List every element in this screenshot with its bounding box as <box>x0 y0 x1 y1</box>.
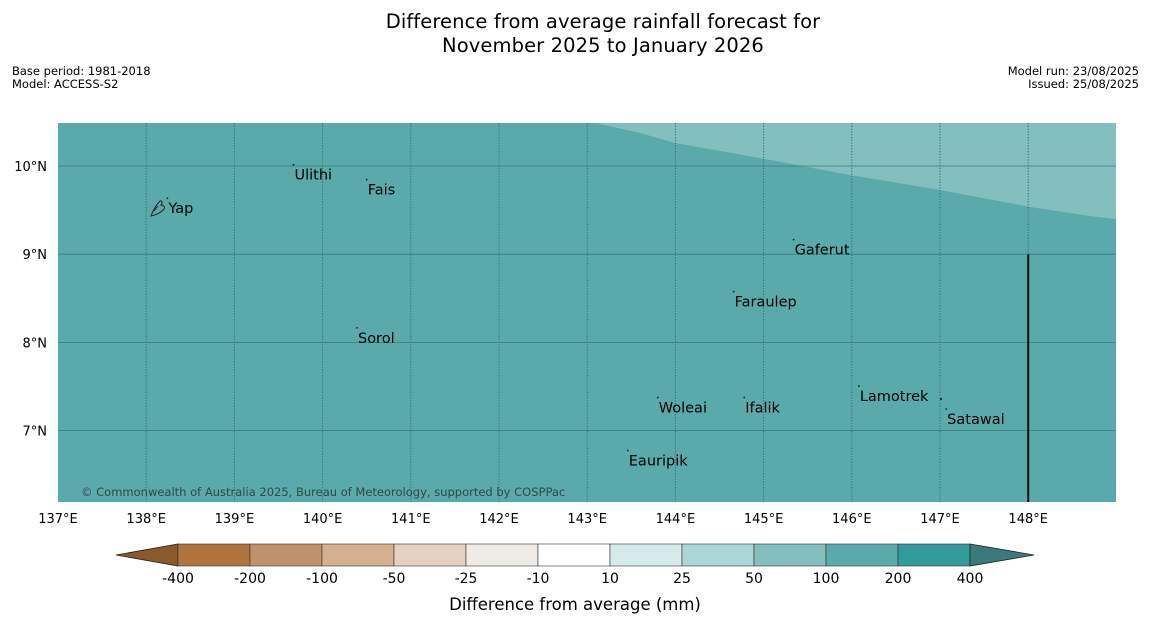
colorbar-segment <box>393 543 467 567</box>
colorbar-tick-label: 25 <box>673 571 691 587</box>
colorbar-segment <box>465 543 539 567</box>
place-lamotrek: Lamotrek <box>857 385 929 405</box>
place-marker <box>626 449 629 452</box>
place-marker <box>656 396 659 399</box>
title-line-1: Difference from average rainfall forecas… <box>385 10 821 33</box>
colorbar-tick-label: 50 <box>745 571 763 587</box>
colorbar-segment <box>753 543 827 567</box>
base-period: Base period: 1981-2018 <box>12 64 151 78</box>
place-marker <box>792 238 795 241</box>
lon-tick-label: 147°E <box>920 512 960 527</box>
colorbar-tick-label: -50 <box>383 571 406 587</box>
colorbar-segment <box>321 543 395 567</box>
colorbar-extend-low <box>115 543 179 567</box>
place-sorol: Sorol <box>356 326 395 347</box>
place-label: Lamotrek <box>860 389 929 405</box>
place-marker <box>857 385 860 387</box>
map-axes: 137°E 138°E 139°E 140°E 141°E 142°E 143°E 144°E… <box>14 160 1048 527</box>
place-label: Fais <box>368 183 395 199</box>
place-label: Yap <box>167 201 193 217</box>
place-label: Sorol <box>358 331 395 347</box>
lon-tick-label: 140°E <box>303 512 343 527</box>
place-marker <box>743 396 746 399</box>
colorbar-tick-label: 200 <box>885 571 912 587</box>
lon-tick-label: 148°E <box>1008 512 1048 527</box>
colorbar-tick-label: 100 <box>813 571 840 587</box>
chart-title: Difference from average rainfall forecas… <box>0 10 1150 58</box>
copyright-notice: © Commonwealth of Australia 2025, Bureau… <box>81 485 565 499</box>
place-gaferut: Gaferut <box>792 238 850 259</box>
lat-tick-label: 10°N <box>14 160 47 175</box>
lat-tick-label: 8°N <box>23 336 48 351</box>
lon-tick-label: 146°E <box>832 512 872 527</box>
lat-tick-label: 7°N <box>23 425 48 440</box>
lon-tick-label: 141°E <box>391 512 431 527</box>
place-label: Eauripik <box>629 453 688 469</box>
islet-marker <box>939 397 943 401</box>
colorbar-segment <box>825 543 899 567</box>
place-satawal: Satawal <box>945 408 1005 428</box>
place-ifalik: Ifalik <box>743 396 781 417</box>
place-ulithi: Ulithi <box>292 163 332 184</box>
place-marker <box>732 290 735 293</box>
lon-tick-label: 144°E <box>656 512 696 527</box>
colorbar-tick-label: -400 <box>162 571 194 587</box>
colorbar-segment <box>681 543 755 567</box>
colorbar-tick-label: -10 <box>527 571 550 587</box>
place-marker <box>365 178 368 181</box>
meta-left: Base period: 1981-2018 Model: ACCESS-S2 <box>12 65 151 91</box>
place-fais: Fais <box>365 178 395 199</box>
lon-tick-label: 137°E <box>38 512 78 527</box>
lon-tick-label: 139°E <box>215 512 255 527</box>
place-marker <box>945 408 948 410</box>
place-faraulep: Faraulep <box>732 290 797 311</box>
colorbar-segment <box>609 543 683 567</box>
colorbar-tick-label: -100 <box>306 571 338 587</box>
place-eauripik: Eauripik <box>626 449 688 469</box>
lon-tick-label: 145°E <box>744 512 784 527</box>
place-label: Faraulep <box>735 295 797 311</box>
place-woleai: Woleai <box>656 396 707 417</box>
colorbar-segment <box>177 543 251 567</box>
colorbar-label: Difference from average (mm) <box>449 595 701 614</box>
lon-tick-label: 143°E <box>567 512 607 527</box>
place-yap: Yap <box>166 197 193 217</box>
lat-tick-label: 9°N <box>23 248 48 263</box>
colorbar-tick-label: -200 <box>234 571 266 587</box>
colorbar: -400 -200 -100 -50 -25 -10 10 25 50 100 200 400 Diff… <box>115 543 1035 614</box>
lon-tick-label: 138°E <box>126 512 166 527</box>
place-marker <box>292 163 295 166</box>
colorbar-tick-label: -25 <box>455 571 478 587</box>
place-label: Satawal <box>947 412 1004 428</box>
yap-island-shape <box>150 200 165 217</box>
colorbar-tick-label: 400 <box>957 571 984 587</box>
colorbar-segment <box>537 543 611 567</box>
issued-date: Issued: 25/08/2025 <box>1028 77 1139 91</box>
place-label: Gaferut <box>795 243 850 259</box>
colorbar-tick-label: 10 <box>601 571 619 587</box>
colorbar-extend-high <box>969 543 1035 567</box>
colorbar-segment <box>897 543 971 567</box>
map-area: Yap Ulithi Fais Gaferut Faraulep Sorol Lamotre… <box>58 123 1116 502</box>
model-run: Model run: 23/08/2025 <box>1007 64 1139 78</box>
lon-tick-label: 142°E <box>479 512 519 527</box>
model-name: Model: ACCESS-S2 <box>12 77 119 91</box>
colorbar-segment <box>249 543 323 567</box>
title-line-2: November 2025 to January 2026 <box>442 34 764 57</box>
place-marker <box>166 197 169 200</box>
place-marker <box>356 326 358 329</box>
wetter-anomaly-region <box>596 123 1116 219</box>
place-label: Ulithi <box>294 168 332 184</box>
place-label: Ifalik <box>745 401 780 417</box>
meta-right: Model run: 23/08/2025 Issued: 25/08/2025 <box>1008 65 1139 91</box>
place-label: Woleai <box>659 401 707 417</box>
